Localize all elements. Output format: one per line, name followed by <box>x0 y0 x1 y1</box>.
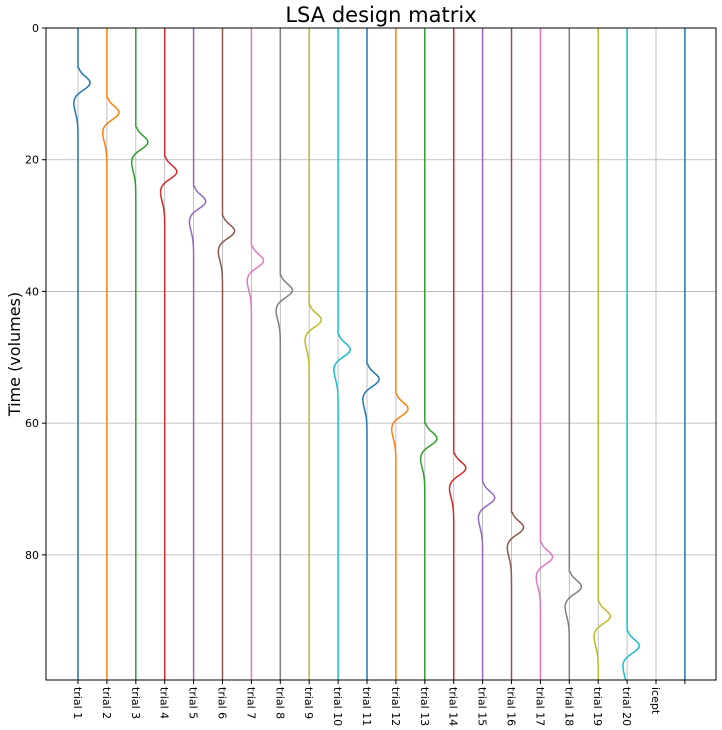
x-tick-label-7: trial 8 <box>273 687 286 719</box>
series-line-20 <box>622 28 640 681</box>
x-tick-label-12: trial 13 <box>418 687 431 726</box>
x-tick-label-18: trial 19 <box>591 687 604 726</box>
series-line-2 <box>101 28 120 680</box>
series-line-17 <box>535 28 554 680</box>
series-line-14 <box>448 28 467 680</box>
series-line-13 <box>419 28 438 680</box>
x-axis-ticks: trial 1 trial 2 trial 3 trial 4 trial 5 trial… <box>71 680 686 726</box>
series-line-8 <box>275 28 294 680</box>
series-lines <box>73 28 686 681</box>
x-tick-label-16: trial 17 <box>533 687 546 726</box>
series-line-1 <box>73 28 91 680</box>
x-tick-label-13: trial 14 <box>447 687 460 726</box>
x-tick-label-15: trial 16 <box>505 687 518 726</box>
x-tick-label-3: trial 4 <box>158 687 171 719</box>
x-tick-label-6: trial 7 <box>244 687 257 719</box>
x-tick-label-4: trial 5 <box>187 687 200 719</box>
grid <box>46 27 716 680</box>
series-line-6 <box>217 28 236 680</box>
x-tick-label-19: trial 20 <box>620 687 633 726</box>
series-line-3 <box>130 28 149 680</box>
series-line-19 <box>593 28 612 680</box>
series-line-15 <box>477 28 496 680</box>
x-tick-label-20: icept <box>649 687 662 715</box>
x-tick-label-5: trial 6 <box>216 687 229 719</box>
y-axis-ticks: 0 20 40 60 80 <box>25 22 46 562</box>
y-tick-label-1: 20 <box>25 154 39 167</box>
x-tick-label-17: trial 18 <box>562 687 575 726</box>
plot-frame <box>45 27 717 681</box>
x-tick-label-11: trial 12 <box>389 687 402 726</box>
series-line-7 <box>246 28 265 680</box>
y-tick-label-4: 80 <box>25 549 39 562</box>
series-line-10 <box>333 28 351 680</box>
series-line-4 <box>159 28 178 680</box>
series-line-12 <box>390 28 409 680</box>
x-tick-label-8: trial 9 <box>302 687 315 719</box>
series-line-16 <box>506 28 525 680</box>
y-axis-label: Time (volumes) <box>5 292 24 417</box>
series-line-9 <box>304 28 323 680</box>
x-tick-label-0: trial 1 <box>71 687 84 719</box>
series-line-11 <box>362 28 380 680</box>
x-tick-label-14: trial 15 <box>476 687 489 726</box>
y-tick-label-3: 60 <box>25 417 39 430</box>
x-tick-label-2: trial 3 <box>129 687 142 719</box>
x-tick-label-1: trial 2 <box>100 687 113 719</box>
series-line-5 <box>188 28 207 680</box>
chart-title: LSA design matrix <box>285 3 476 27</box>
series-line-18 <box>564 28 583 680</box>
y-tick-label-0: 0 <box>32 22 39 35</box>
x-tick-label-10: trial 11 <box>360 687 373 726</box>
x-tick-label-9: trial 10 <box>331 687 344 726</box>
y-tick-label-2: 40 <box>25 285 39 298</box>
